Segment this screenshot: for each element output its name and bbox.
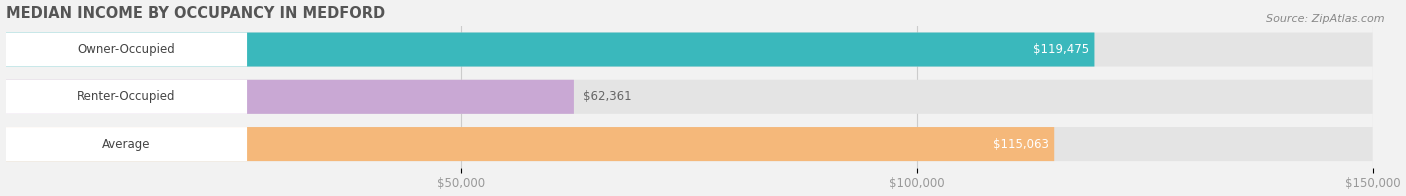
Text: Renter-Occupied: Renter-Occupied — [77, 90, 176, 103]
FancyBboxPatch shape — [6, 33, 1094, 67]
Text: MEDIAN INCOME BY OCCUPANCY IN MEDFORD: MEDIAN INCOME BY OCCUPANCY IN MEDFORD — [6, 5, 385, 21]
FancyBboxPatch shape — [6, 33, 1372, 67]
Text: Average: Average — [103, 138, 150, 151]
Text: $115,063: $115,063 — [993, 138, 1049, 151]
FancyBboxPatch shape — [6, 127, 1054, 161]
Text: Source: ZipAtlas.com: Source: ZipAtlas.com — [1267, 14, 1385, 24]
FancyBboxPatch shape — [6, 127, 1372, 161]
FancyBboxPatch shape — [6, 33, 247, 67]
Text: $62,361: $62,361 — [583, 90, 633, 103]
FancyBboxPatch shape — [6, 80, 247, 114]
FancyBboxPatch shape — [6, 80, 1372, 114]
Text: Owner-Occupied: Owner-Occupied — [77, 43, 176, 56]
FancyBboxPatch shape — [6, 127, 247, 161]
Text: $119,475: $119,475 — [1033, 43, 1090, 56]
FancyBboxPatch shape — [6, 80, 574, 114]
